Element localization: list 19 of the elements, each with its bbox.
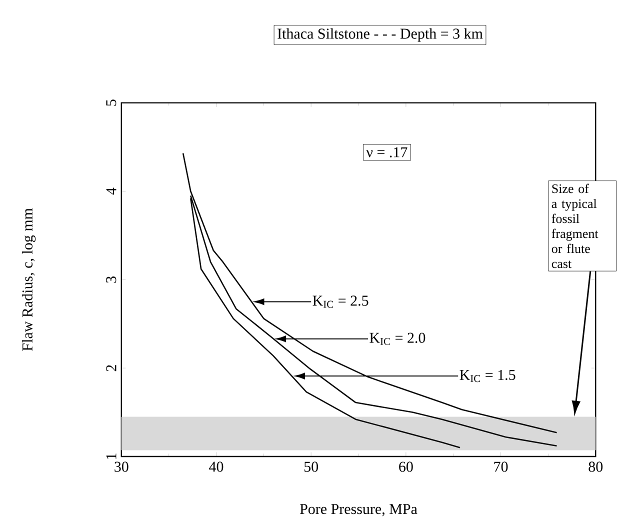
annotation: K$_{IC}$ = 2.0 (370, 332, 426, 346)
x-axis-title: Pore Pressure, MPa (300, 504, 418, 516)
chart-title: Ithaca Siltstone - - - Depth = 3 km (278, 28, 483, 42)
x-tick-label: 60 (399, 462, 413, 472)
x-tick-label: 40 (209, 462, 224, 472)
y-tick-label: 1 (106, 454, 116, 459)
annotation: ν = .17 (366, 147, 408, 158)
annotation: K$_{IC}$ = 2.5 (312, 296, 368, 308)
annotation: K$_{IC}$ = 1.5 (460, 370, 516, 382)
y-tick-label: 2 (106, 365, 116, 372)
x-tick-label: 30 (114, 462, 128, 472)
y-axis-title: Flaw Radius, c, log mm (22, 208, 36, 351)
y-tick-label: 4 (106, 188, 116, 195)
annotation: Size of a typical fossil fragment or flute cast (552, 184, 598, 268)
y-tick-label: 3 (106, 276, 116, 283)
x-tick-label: 50 (304, 462, 318, 472)
x-tick-label: 80 (588, 462, 603, 472)
y-tick-label: 5 (106, 100, 116, 106)
x-tick-label: 70 (494, 462, 508, 472)
